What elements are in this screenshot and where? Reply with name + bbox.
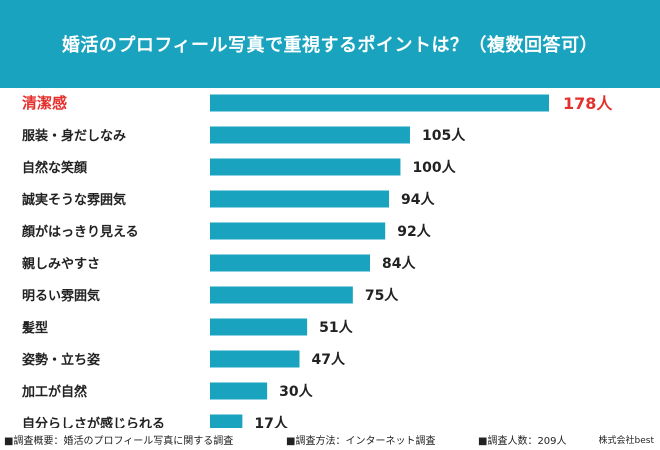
value-label: 92人 — [397, 223, 431, 240]
value-label: 94人 — [401, 191, 435, 208]
bar — [210, 190, 390, 208]
value-label: 105人 — [422, 127, 466, 144]
value-label: 30人 — [279, 383, 313, 400]
category-label: 服装・身だしなみ — [22, 128, 126, 144]
category-label: 明るい雰囲気 — [22, 288, 100, 304]
category-label: 誠実そうな雰囲気 — [22, 192, 126, 208]
bar — [210, 350, 300, 368]
bar — [210, 94, 549, 112]
value-label: 84人 — [382, 255, 416, 272]
value-label: 178人 — [563, 94, 613, 113]
chart-title-banner: 婚活のプロフィール写真で重視するポイントは？（複数回答可） — [0, 0, 660, 88]
value-label: 51人 — [319, 319, 353, 336]
bar — [210, 414, 243, 428]
value-label: 75人 — [365, 287, 399, 304]
chart-title: 婚活のプロフィール写真で重視するポイントは？（複数回答可） — [61, 35, 599, 56]
bar — [210, 126, 410, 144]
category-label: 親しみやすさ — [22, 256, 100, 272]
category-label: 自分らしさが感じられる — [22, 416, 165, 428]
footer: ■調査概要：婚活のプロフィール写真に関する調査 ■調査方法：インターネット調査 … — [4, 432, 656, 448]
value-label: 47人 — [312, 351, 346, 368]
bar — [210, 382, 268, 400]
value-label: 100人 — [412, 159, 456, 176]
survey-respondents: ■調査人数：209人 — [478, 436, 567, 447]
bar — [210, 318, 308, 336]
bar — [210, 254, 370, 272]
survey-summary: ■調査概要：婚活のプロフィール写真に関する調査 — [4, 436, 234, 447]
category-label: 顔がはっきり見える — [21, 224, 139, 240]
company-name: 株式会社best — [598, 436, 654, 446]
category-label: 姿勢・立ち姿 — [22, 352, 100, 368]
category-label: 髪型 — [21, 320, 48, 336]
value-label: 17人 — [254, 415, 288, 428]
bar — [210, 222, 386, 240]
bar — [210, 286, 353, 304]
category-label: 加工が自然 — [21, 384, 87, 400]
bar — [210, 158, 401, 176]
category-label: 清潔感 — [22, 94, 67, 112]
survey-method: ■調査方法：インターネット調査 — [286, 436, 436, 447]
category-label: 自然な笑顔 — [22, 160, 88, 176]
